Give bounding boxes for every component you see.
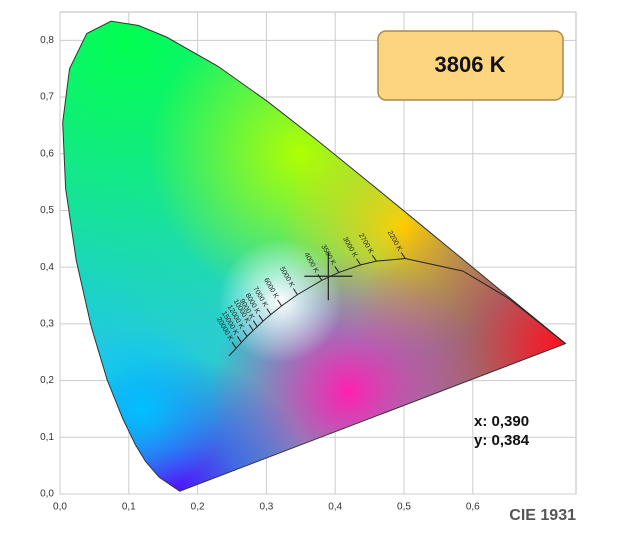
y-tick-label: 0,7 <box>40 92 54 103</box>
x-tick-label: 0,0 <box>53 502 67 513</box>
cct-tick <box>266 308 272 315</box>
cct-tick <box>231 342 237 349</box>
x-tick-label: 0,3 <box>259 502 273 513</box>
cct-tick <box>277 299 283 307</box>
cct-tick <box>356 258 362 266</box>
y-tick-label: 0,3 <box>40 319 54 330</box>
cct-label: 3806 K <box>435 52 506 77</box>
cct-tick <box>248 324 254 331</box>
y-tick-label: 0,2 <box>40 375 54 386</box>
planckian-locus <box>228 257 566 357</box>
x-coordinate: x: 0,390 <box>474 413 529 430</box>
cct-badge <box>377 30 564 101</box>
cct-tick <box>400 252 406 259</box>
x-tick-label: 0,5 <box>397 502 411 513</box>
x-tick-label: 0,6 <box>466 502 480 513</box>
cct-tick <box>252 320 258 327</box>
y-tick-label: 0,8 <box>40 35 54 46</box>
y-tick-label: 0,1 <box>40 432 54 443</box>
cct-tick <box>317 274 323 281</box>
y-tick-label: 0,5 <box>40 205 54 216</box>
y-tick-label: 0,4 <box>40 262 54 273</box>
x-tick-label: 0,4 <box>328 502 342 513</box>
cct-tick <box>242 330 248 337</box>
y-coordinate: y: 0,384 <box>474 432 530 449</box>
cct-tick <box>293 288 298 295</box>
x-tick-label: 0,1 <box>122 502 136 513</box>
cct-tick <box>371 254 377 262</box>
x-tick-label: 0,2 <box>191 502 205 513</box>
y-tick-label: 0,6 <box>40 148 54 159</box>
cct-tick <box>237 336 242 343</box>
footer: CIE 1931 <box>509 507 576 524</box>
cct-tick <box>258 314 264 322</box>
spectral-locus <box>62 20 567 492</box>
y-tick-label: 0,0 <box>40 489 54 500</box>
plot: 0,0 0,1 0,2 0,3 0,4 0,5 0,6 0,0 0,1 0,2 0,3 0,4 0,5 0… <box>40 11 577 513</box>
cct-tick <box>334 266 340 273</box>
